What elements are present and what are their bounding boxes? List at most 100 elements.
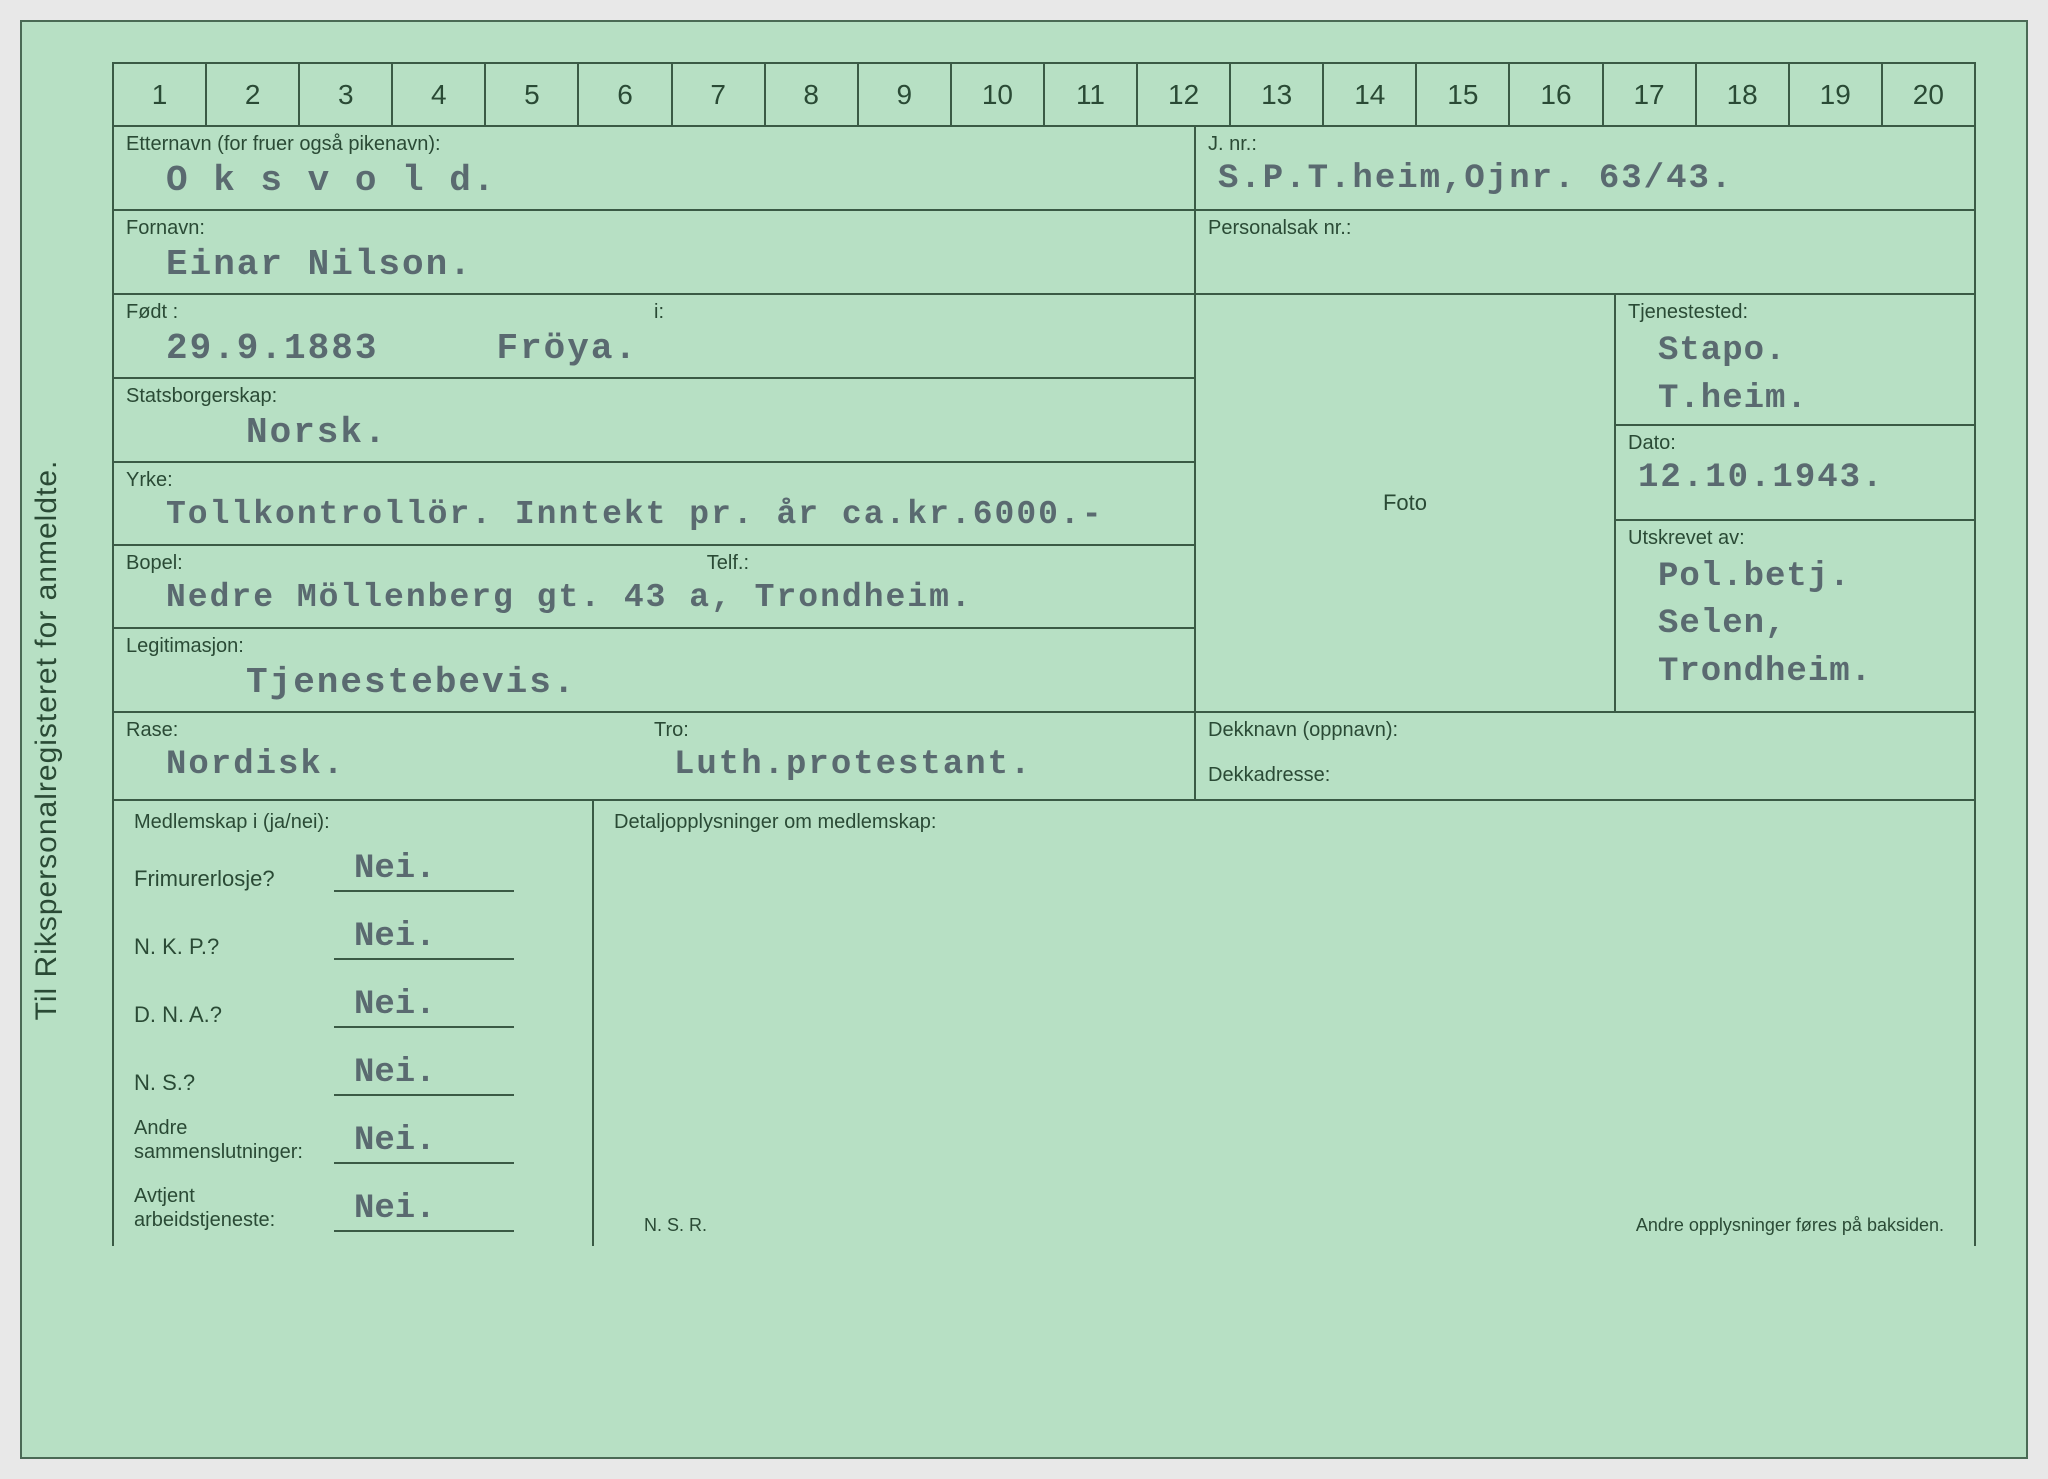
value-fodt-place: Fröya. [496,328,638,369]
membership-row: Andre sammenslutninger: Nei. [134,1114,572,1164]
ruler-cell: 1 [114,64,207,125]
ruler-cell: 16 [1510,64,1603,125]
label-rase: Rase: [126,719,654,742]
value-etternavn: O k s v o l d. [126,160,1182,201]
value-rase: Nordisk. [126,746,654,786]
label-detail-membership: Detaljopplysninger om medlemskap: [614,811,1954,834]
label-jnr: J. nr.: [1208,133,1962,156]
label-yrke: Yrke: [126,469,1182,492]
membership-a-ns: Nei. [334,1054,514,1096]
value-yrke: Tollkontrollör. Inntekt pr. år ca.kr.600… [126,496,1182,536]
value-jnr: S.P.T.heim,Ojnr. 63/43. [1208,160,1962,200]
membership-q-avtjent-1: Avtjent [134,1184,334,1208]
ruler-cell: 15 [1417,64,1510,125]
footer-nsr: N. S. R. [644,1215,707,1236]
value-fornavn: Einar Nilson. [126,244,1182,285]
label-fodt-i: i: [654,301,1182,324]
label-bopel: Bopel: [126,552,707,575]
ruler-cell: 5 [486,64,579,125]
membership-left: Medlemskap i (ja/nei): Frimurerlosje? Ne… [114,801,594,1246]
ruler-cell: 10 [952,64,1045,125]
field-dato: Dato: 12.10.1943. [1616,426,1976,521]
field-fodt: Født : i: 29.9.1883 Fröya. [112,295,1196,379]
ruler-cell: 11 [1045,64,1138,125]
membership-q-andre-1: Andre [134,1116,334,1140]
label-personalsak: Personalsak nr.: [1208,217,1962,240]
value-bopel: Nedre Möllenberg gt. 43 a, Trondheim. [126,579,1182,619]
label-tro: Tro: [654,719,1182,742]
ruler-cell: 4 [393,64,486,125]
label-tjenestested: Tjenestested: [1628,301,1962,324]
card-content: 1 2 3 4 5 6 7 8 9 10 11 12 13 14 15 16 1… [112,62,1976,1427]
ruler-cell: 18 [1697,64,1790,125]
label-legitimasjon: Legitimasjon: [126,635,1182,658]
foto-box: Foto [1196,295,1616,713]
membership-a-avtjent: Nei. [334,1190,514,1232]
ruler-cell: 9 [859,64,952,125]
label-foto: Foto [1383,490,1427,516]
ruler-cell: 2 [207,64,300,125]
ruler-cell: 17 [1604,64,1697,125]
label-fodt: Født : [126,301,654,324]
value-personalsak [1208,244,1962,284]
ruler-cell: 19 [1790,64,1883,125]
membership-row: D. N. A.? Nei. [134,978,572,1028]
membership-row: Frimurerlosje? Nei. [134,842,572,892]
value-dato: 12.10.1943. [1628,459,1962,499]
ruler-cell: 6 [579,64,672,125]
label-dekknavn: Dekknavn (oppnavn): [1208,719,1962,742]
label-telf: Telf.: [707,552,749,575]
value-utskrevet-2: Selen, [1658,601,1962,649]
ruler-cell: 13 [1231,64,1324,125]
membership-q-dna: D. N. A.? [134,1002,334,1028]
ruler-cell: 3 [300,64,393,125]
ruler-cell: 7 [673,64,766,125]
field-personalsak: Personalsak nr.: [1196,211,1976,295]
membership-a-nkp: Nei. [334,918,514,960]
membership-a-frimurer: Nei. [334,850,514,892]
value-tro: Luth.protestant. [654,746,1182,786]
field-statsborgerskap: Statsborgerskap: Norsk. [112,379,1196,463]
field-utskrevet: Utskrevet av: Pol.betj. Selen, Trondheim… [1616,521,1976,713]
value-statsborgerskap: Norsk. [126,412,1182,453]
membership-q-ns: N. S.? [134,1070,334,1096]
label-dekkadresse: Dekkadresse: [1208,764,1962,787]
value-fodt-date: 29.9.1883 [166,328,378,369]
field-jnr: J. nr.: S.P.T.heim,Ojnr. 63/43. [1196,127,1976,211]
ruler-cell: 14 [1324,64,1417,125]
field-legitimasjon: Legitimasjon: Tjenestebevis. [112,629,1196,713]
label-fornavn: Fornavn: [126,217,1182,240]
field-rase-tro: Rase: Nordisk. Tro: Luth.protestant. [112,713,1196,801]
ruler-cell: 8 [766,64,859,125]
field-yrke: Yrke: Tollkontrollör. Inntekt pr. år ca.… [112,463,1196,546]
membership-a-dna: Nei. [334,986,514,1028]
label-statsborgerskap: Statsborgerskap: [126,385,1182,408]
value-tjenestested-1: Stapo. [1658,328,1962,376]
membership-q-avtjent-2: arbeidstjeneste: [134,1208,334,1232]
label-etternavn: Etternavn (for fruer også pikenavn): [126,133,1182,156]
membership-row: N. S.? Nei. [134,1046,572,1096]
value-legitimasjon: Tjenestebevis. [126,662,1182,703]
membership-a-andre: Nei. [334,1122,514,1164]
membership-section: Medlemskap i (ja/nei): Frimurerlosje? Ne… [112,801,1976,1246]
ruler-cell: 20 [1883,64,1974,125]
membership-row: Avtjent arbeidstjeneste: Nei. [134,1182,572,1232]
field-tjenestested: Tjenestested: Stapo. T.heim. [1616,295,1976,426]
field-etternavn: Etternavn (for fruer også pikenavn): O k… [112,127,1196,211]
value-utskrevet-3: Trondheim. [1658,649,1962,697]
membership-q-nkp: N. K. P.? [134,934,334,960]
label-dato: Dato: [1628,432,1962,455]
label-utskrevet: Utskrevet av: [1628,527,1962,550]
value-fodt: 29.9.1883 Fröya. [126,328,1182,369]
value-utskrevet-1: Pol.betj. [1658,554,1962,602]
value-tjenestested-2: T.heim. [1658,376,1962,424]
field-dekknavn: Dekknavn (oppnavn): Dekkadresse: [1196,713,1976,801]
footer-right: Andre opplysninger føres på baksiden. [1636,1215,1944,1236]
field-bopel: Bopel: Telf.: Nedre Möllenberg gt. 43 a,… [112,546,1196,629]
ruler-row: 1 2 3 4 5 6 7 8 9 10 11 12 13 14 15 16 1… [112,62,1976,127]
registration-card: Til Rikspersonalregisteret for anmeldte.… [20,20,2028,1459]
field-fornavn: Fornavn: Einar Nilson. [112,211,1196,295]
membership-q-frimurer: Frimurerlosje? [134,866,334,892]
membership-row: N. K. P.? Nei. [134,910,572,960]
membership-right: Detaljopplysninger om medlemskap: N. S. … [594,801,1974,1246]
